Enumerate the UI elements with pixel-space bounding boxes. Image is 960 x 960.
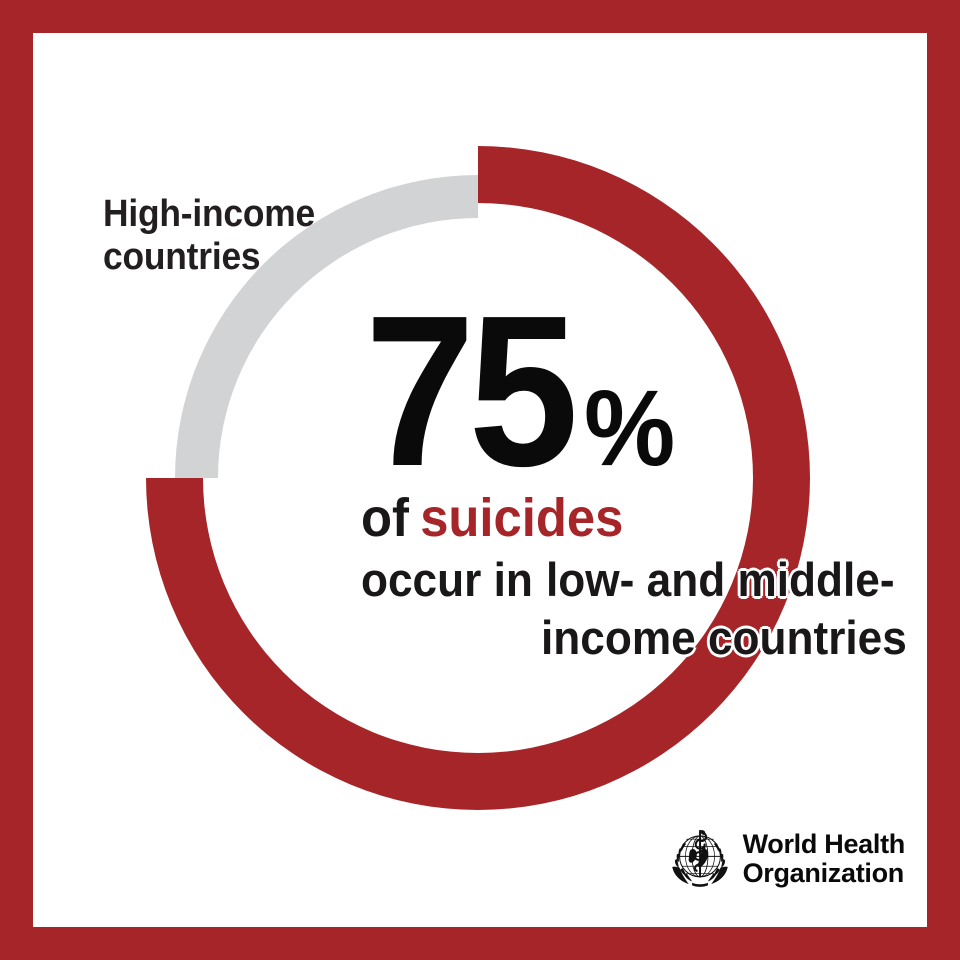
who-wordmark-line-2: Organization xyxy=(742,858,905,888)
callout-line-2: countries xyxy=(103,235,261,278)
headline-of-suicides-line: of suicides xyxy=(361,491,852,546)
headline-region-line-2: income countries xyxy=(541,610,907,664)
headline-region-line-1: low- and middle- xyxy=(546,553,895,607)
headline-percentage-value: 75 xyxy=(365,270,579,511)
headline-block: 75% of suicides occur in low- and middle- … xyxy=(283,270,907,665)
callout-line-1: High-income xyxy=(103,193,315,235)
who-emblem-icon xyxy=(671,829,728,887)
headline-occur-word: occur in xyxy=(361,553,533,607)
headline-occur-line: occur in low- and middle- xyxy=(361,552,895,607)
headline-suicides-word: suicides xyxy=(420,488,624,549)
headline-of-word: of xyxy=(361,488,409,549)
headline-region-line-2-row: income countries xyxy=(541,610,907,665)
who-wordmark-line-1: World Health xyxy=(742,829,906,860)
poster-canvas: High-income countries 75% of suicides occ… xyxy=(33,33,927,927)
headline-number-row: 75% xyxy=(365,270,883,511)
callout-high-income-countries: High-income countries xyxy=(103,193,410,279)
headline-percent-symbol: % xyxy=(584,367,675,488)
who-wordmark: World Health Organization xyxy=(742,829,906,888)
who-logo: World Health Organization xyxy=(667,826,905,892)
